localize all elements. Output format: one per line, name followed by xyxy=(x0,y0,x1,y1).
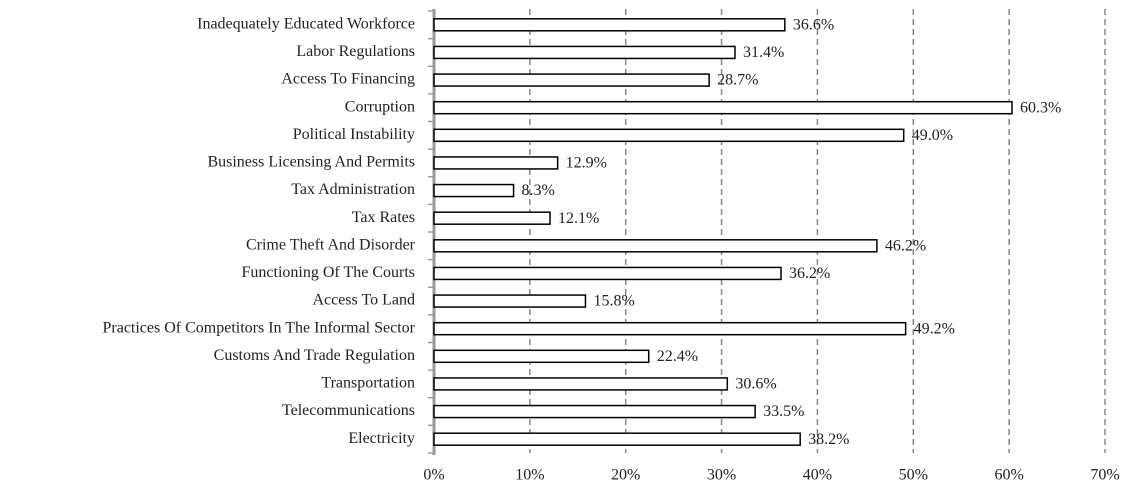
y-tick-label: Tax Administration xyxy=(291,181,415,198)
y-tick-label: Access To Land xyxy=(312,292,415,309)
value-label: 15.8% xyxy=(593,293,634,310)
value-label: 8.3% xyxy=(522,182,555,199)
y-tick-label: Electricity xyxy=(348,430,415,447)
y-tick-label: Functioning Of The Courts xyxy=(242,264,415,281)
value-label: 46.2% xyxy=(885,237,926,254)
x-tick-label: 30% xyxy=(707,467,736,484)
y-tick-label: Telecommunications xyxy=(282,402,415,419)
y-tick-label: Transportation xyxy=(321,375,415,392)
y-tick-label: Practices Of Competitors In The Informal… xyxy=(102,319,415,336)
y-tick-label: Customs And Trade Regulation xyxy=(214,347,415,364)
y-tick-label: Political Instability xyxy=(293,126,415,143)
value-label: 30.6% xyxy=(735,376,776,393)
y-tick-label: Corruption xyxy=(345,98,415,115)
bar xyxy=(433,239,878,253)
value-label: 36.6% xyxy=(793,16,834,33)
x-tick-label: 0% xyxy=(423,467,444,484)
bar xyxy=(433,404,756,419)
y-tick-label: Crime Theft And Disorder xyxy=(246,236,416,253)
x-tick-label: 10% xyxy=(515,467,544,484)
y-tick-label: Labor Regulations xyxy=(296,43,415,60)
x-tick-label: 60% xyxy=(994,467,1023,484)
bar xyxy=(433,128,905,143)
x-tick-label: 50% xyxy=(899,467,928,484)
value-label: 49.0% xyxy=(912,127,953,144)
value-label: 12.1% xyxy=(558,210,599,227)
bar xyxy=(433,45,736,60)
bar xyxy=(433,183,515,198)
value-label: 31.4% xyxy=(743,44,784,61)
value-label: 28.7% xyxy=(717,72,758,89)
value-label: 12.9% xyxy=(566,155,607,172)
bar xyxy=(433,18,786,32)
x-tick-label: 20% xyxy=(611,467,640,484)
y-tick-label: Tax Rates xyxy=(352,209,415,226)
value-label: 22.4% xyxy=(657,348,698,365)
bar xyxy=(433,73,710,87)
value-label: 33.5% xyxy=(763,403,804,420)
y-tick-label: Business Licensing And Permits xyxy=(207,154,415,171)
bar xyxy=(433,377,729,391)
bar xyxy=(433,321,907,336)
value-label: 38.2% xyxy=(808,431,849,448)
x-tick-label: 70% xyxy=(1090,467,1119,484)
value-label: 60.3% xyxy=(1020,99,1061,116)
bar xyxy=(433,156,559,170)
bar xyxy=(433,432,801,446)
bar xyxy=(433,211,551,225)
y-tick-label: Inadequately Educated Workforce xyxy=(197,15,415,32)
bar xyxy=(433,349,650,364)
value-label: 36.2% xyxy=(789,265,830,282)
y-tick-label: Access To Financing xyxy=(281,71,415,88)
bar xyxy=(433,100,1013,115)
bar xyxy=(433,266,782,281)
x-tick-label: 40% xyxy=(803,467,832,484)
value-label: 49.2% xyxy=(914,320,955,337)
bar xyxy=(433,294,587,308)
